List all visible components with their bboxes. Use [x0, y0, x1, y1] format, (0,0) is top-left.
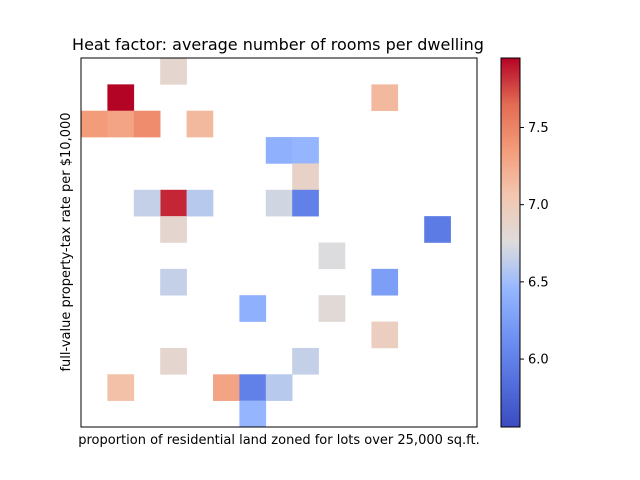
heatmap-cell — [107, 374, 135, 401]
heatmap-cell — [186, 189, 214, 217]
colorbar-ticks: 6.0 6.5 7.0 7.5 — [520, 121, 549, 368]
heatmap-cell — [265, 374, 293, 401]
heatmap-cell — [318, 295, 346, 322]
heatmap-cell — [133, 110, 161, 138]
chart-title: Heat factor: average number of rooms per… — [72, 35, 484, 54]
heatmap-cell — [292, 163, 319, 191]
heatmap-cell — [160, 216, 187, 243]
heatmap-cell — [371, 268, 399, 296]
heatmap-cell — [371, 84, 399, 112]
colorbar — [501, 58, 520, 427]
heatmap-cell — [424, 216, 451, 243]
heatmap-cell — [292, 347, 319, 375]
colorbar-tick-label: 6.5 — [528, 275, 549, 290]
heatmap-cell — [107, 84, 135, 112]
heatmap-cell — [265, 189, 293, 217]
heatmap-cell — [318, 242, 346, 270]
heatmap-cells — [81, 58, 451, 428]
heatmap-cell — [81, 110, 108, 138]
heatmap-cell — [133, 189, 161, 217]
colorbar-tick-label: 7.0 — [528, 198, 549, 213]
heatmap-cell — [107, 110, 135, 138]
heatmap-cell — [292, 137, 319, 164]
heatmap-cell — [213, 374, 240, 401]
x-axis-label: proportion of residential land zoned for… — [78, 433, 480, 448]
heatmap-cell — [160, 189, 187, 217]
heatmap-cell — [186, 110, 214, 138]
heatmap-cell — [160, 268, 187, 296]
heatmap-cell — [239, 400, 267, 428]
heatmap-cell — [265, 137, 293, 164]
heatmap-cell — [371, 321, 399, 349]
heatmap-cell — [160, 347, 187, 375]
colorbar-border — [500, 57, 521, 428]
y-axis-label: full-value property-tax rate per $10,000 — [59, 112, 74, 371]
plot-border — [80, 57, 478, 428]
heatmap-cell — [160, 58, 187, 85]
colorbar-tick-label: 6.0 — [528, 353, 549, 368]
heatmap-cell — [239, 295, 267, 322]
heatmap-cell — [292, 189, 319, 217]
heatmap-cell — [239, 374, 267, 401]
colorbar-tick-label: 7.5 — [528, 121, 549, 136]
